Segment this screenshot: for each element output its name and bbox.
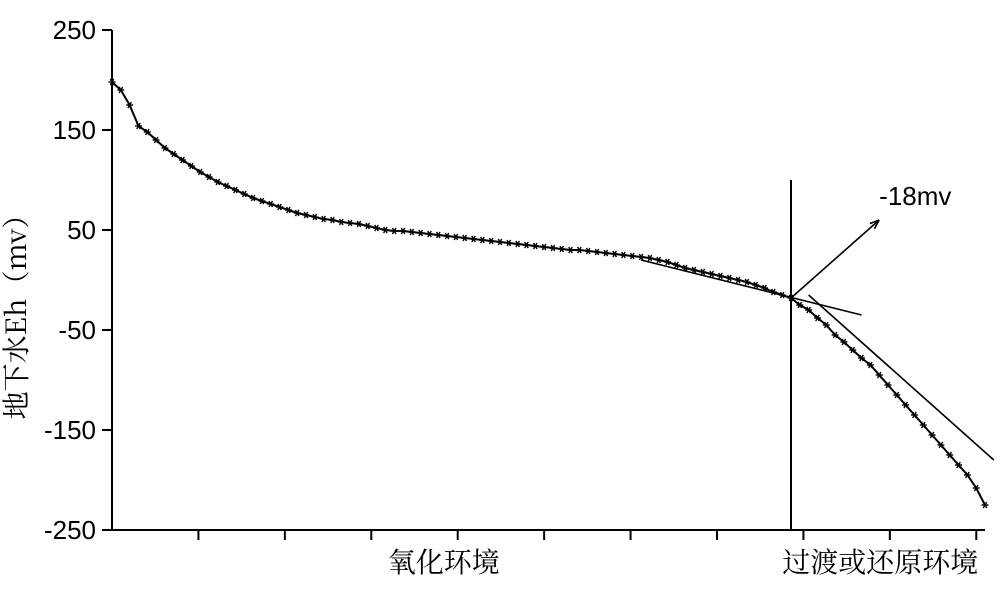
ytick-label: -250	[44, 515, 96, 545]
data-marker	[541, 244, 548, 250]
data-marker	[743, 279, 750, 285]
data-marker	[717, 273, 724, 279]
data-marker	[338, 219, 345, 225]
data-marker	[347, 220, 354, 226]
data-marker	[267, 201, 274, 207]
data-marker	[752, 282, 759, 288]
data-marker	[576, 247, 583, 253]
data-marker	[514, 241, 521, 247]
data-marker	[735, 277, 742, 283]
ytick-label: 250	[53, 15, 96, 45]
data-marker	[708, 271, 715, 277]
data-marker	[585, 248, 592, 254]
data-marker	[638, 254, 645, 260]
data-marker	[488, 238, 495, 244]
ytick-label: 50	[67, 215, 96, 245]
data-marker	[594, 249, 601, 255]
annotation-label: -18mv	[879, 181, 951, 211]
data-marker	[444, 233, 451, 239]
data-marker	[646, 255, 653, 261]
data-marker	[523, 242, 530, 248]
data-marker	[505, 240, 512, 246]
data-marker	[258, 198, 265, 204]
y-axis-label: 地下水Eh（mv）	[0, 201, 35, 420]
data-marker	[426, 231, 433, 237]
data-marker	[373, 225, 380, 231]
data-marker	[567, 247, 574, 253]
data-marker	[329, 217, 336, 223]
data-marker	[311, 214, 318, 220]
data-marker	[629, 253, 636, 259]
data-marker	[673, 262, 680, 268]
data-marker	[408, 229, 415, 235]
data-marker	[726, 275, 733, 281]
eh-chart: -250 -150 -50 50 150 250 地下水Eh（mv） -18mv 氧化环境 过渡或…	[0, 0, 1000, 609]
data-marker	[355, 221, 362, 227]
data-marker	[558, 246, 565, 252]
data-marker	[391, 228, 398, 234]
data-marker	[620, 252, 627, 258]
data-marker	[664, 259, 671, 265]
chart-svg: -250 -150 -50 50 150 250 地下水Eh（mv） -18mv 氧化环境 过渡或…	[0, 0, 1000, 609]
annotation-arrow	[791, 220, 879, 298]
data-marker	[417, 230, 424, 236]
data-marker	[382, 227, 389, 233]
data-marker	[479, 237, 486, 243]
data-marker	[320, 216, 327, 222]
data-marker	[303, 212, 310, 218]
series-line	[112, 82, 985, 505]
ytick-label: -50	[58, 315, 96, 345]
guide-line	[809, 295, 994, 460]
data-marker	[497, 239, 504, 245]
ytick-label: -150	[44, 415, 96, 445]
data-marker	[602, 250, 609, 256]
data-marker	[549, 245, 556, 251]
data-marker	[435, 232, 442, 238]
axes	[112, 30, 985, 530]
data-marker	[655, 257, 662, 263]
data-marker	[532, 243, 539, 249]
data-marker	[611, 251, 618, 257]
x-category-label: 过渡或还原环境	[782, 541, 978, 581]
guide-line	[641, 260, 861, 315]
ytick-label: 150	[53, 115, 96, 145]
data-marker	[461, 235, 468, 241]
data-marker	[364, 223, 371, 229]
data-marker	[294, 210, 301, 216]
data-marker	[452, 234, 459, 240]
x-category-label: 氧化环境	[388, 541, 500, 581]
data-marker	[470, 236, 477, 242]
data-marker	[400, 228, 407, 234]
data-marker	[285, 207, 292, 213]
data-marker	[276, 204, 283, 210]
